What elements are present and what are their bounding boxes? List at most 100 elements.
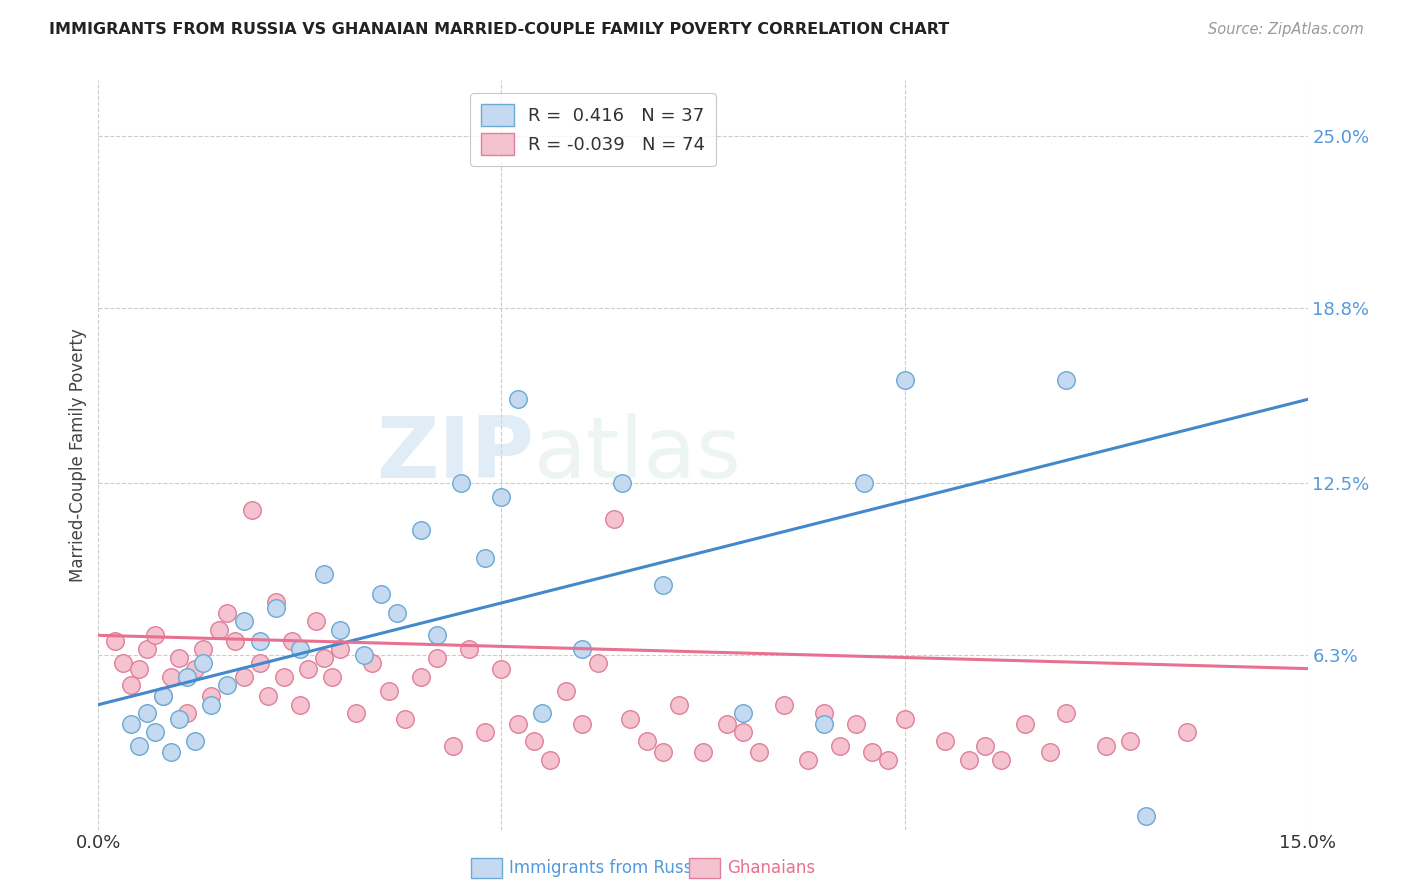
- Point: [733, 725, 755, 739]
- Point: [361, 656, 384, 670]
- Point: [1095, 739, 1118, 754]
- Point: [217, 606, 239, 620]
- Point: [990, 753, 1012, 767]
- Text: Immigrants from Russia: Immigrants from Russia: [509, 859, 707, 877]
- Point: [426, 650, 449, 665]
- Point: [603, 512, 626, 526]
- Point: [692, 745, 714, 759]
- Point: [748, 745, 770, 759]
- Point: [828, 739, 851, 754]
- Point: [128, 662, 150, 676]
- Point: [224, 633, 246, 648]
- Point: [893, 712, 915, 726]
- Point: [160, 670, 183, 684]
- Point: [474, 725, 496, 739]
- Point: [200, 698, 222, 712]
- Point: [651, 745, 673, 759]
- Point: [321, 670, 343, 684]
- Point: [297, 662, 319, 676]
- Point: [474, 550, 496, 565]
- Point: [314, 567, 336, 582]
- Point: [586, 656, 609, 670]
- Point: [111, 656, 134, 670]
- Point: [264, 600, 287, 615]
- Point: [506, 717, 529, 731]
- Point: [612, 475, 634, 490]
- Point: [184, 662, 207, 676]
- Point: [957, 753, 980, 767]
- Point: [120, 678, 142, 692]
- Point: [394, 712, 416, 726]
- Point: [877, 753, 900, 767]
- Point: [103, 633, 125, 648]
- Point: [458, 642, 481, 657]
- Point: [160, 745, 183, 759]
- Point: [288, 642, 311, 657]
- Point: [128, 739, 150, 754]
- Point: [256, 690, 278, 704]
- Point: [264, 595, 287, 609]
- Point: [1014, 717, 1036, 731]
- Point: [491, 490, 513, 504]
- Point: [305, 615, 328, 629]
- Point: [450, 475, 472, 490]
- Point: [426, 628, 449, 642]
- Point: [491, 662, 513, 676]
- Point: [1054, 373, 1077, 387]
- Point: [281, 633, 304, 648]
- Point: [143, 628, 166, 642]
- Point: [329, 642, 352, 657]
- Point: [152, 690, 174, 704]
- Point: [143, 725, 166, 739]
- Point: [1135, 808, 1157, 822]
- Point: [184, 733, 207, 747]
- Point: [619, 712, 641, 726]
- Point: [530, 706, 553, 720]
- Point: [288, 698, 311, 712]
- Point: [208, 623, 231, 637]
- Text: atlas: atlas: [534, 413, 742, 497]
- Point: [344, 706, 367, 720]
- Point: [120, 717, 142, 731]
- Point: [651, 578, 673, 592]
- Point: [813, 706, 835, 720]
- Point: [1175, 725, 1198, 739]
- Point: [167, 712, 190, 726]
- Legend: R =  0.416   N = 37, R = -0.039   N = 74: R = 0.416 N = 37, R = -0.039 N = 74: [470, 93, 716, 166]
- Point: [193, 642, 215, 657]
- Point: [232, 670, 254, 684]
- Point: [329, 623, 352, 637]
- Point: [1054, 706, 1077, 720]
- Point: [193, 656, 215, 670]
- Point: [409, 670, 432, 684]
- Text: Source: ZipAtlas.com: Source: ZipAtlas.com: [1208, 22, 1364, 37]
- Point: [538, 753, 561, 767]
- Point: [1039, 745, 1062, 759]
- Point: [176, 706, 198, 720]
- Point: [441, 739, 464, 754]
- Y-axis label: Married-Couple Family Poverty: Married-Couple Family Poverty: [69, 328, 87, 582]
- Point: [240, 503, 263, 517]
- Point: [571, 717, 593, 731]
- Point: [314, 650, 336, 665]
- Point: [385, 606, 408, 620]
- Point: [135, 642, 157, 657]
- Point: [636, 733, 658, 747]
- Point: [176, 670, 198, 684]
- Point: [845, 717, 868, 731]
- Point: [893, 373, 915, 387]
- Point: [571, 642, 593, 657]
- Point: [217, 678, 239, 692]
- Point: [860, 745, 883, 759]
- Point: [934, 733, 956, 747]
- Point: [249, 656, 271, 670]
- Point: [555, 683, 578, 698]
- Point: [409, 523, 432, 537]
- Point: [370, 587, 392, 601]
- Point: [523, 733, 546, 747]
- Point: [853, 475, 876, 490]
- Point: [249, 633, 271, 648]
- Point: [797, 753, 820, 767]
- Point: [1119, 733, 1142, 747]
- Text: Ghanaians: Ghanaians: [727, 859, 815, 877]
